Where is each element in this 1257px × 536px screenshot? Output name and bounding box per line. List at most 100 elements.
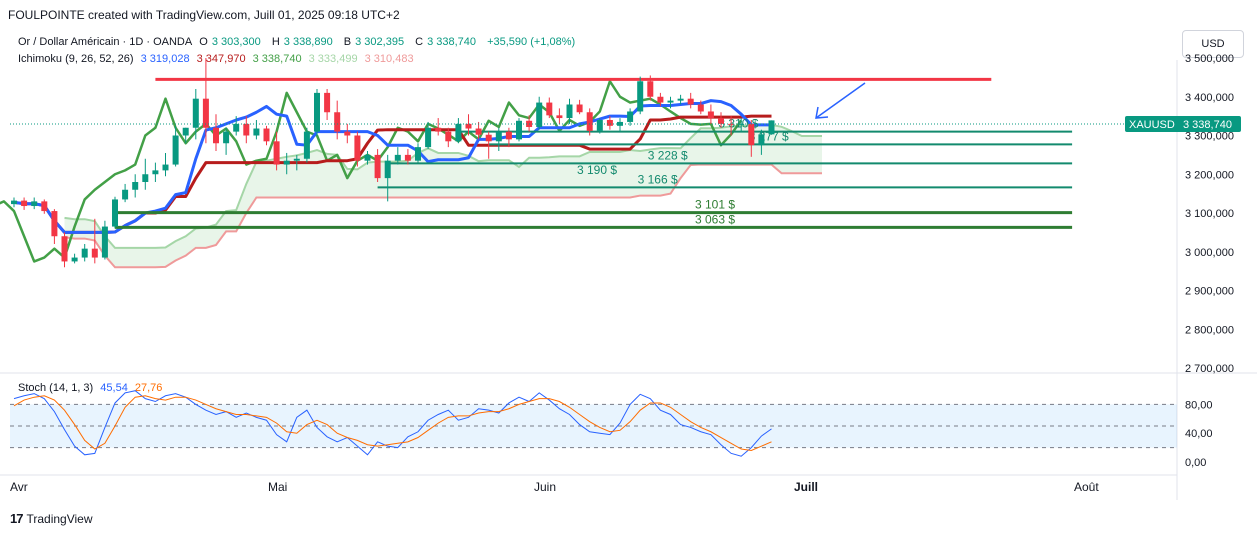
level-label: 3 228 $: [648, 148, 688, 162]
level-label: 3 166 $: [638, 172, 678, 186]
ichimoku-span-b-value: 3 310,483: [364, 53, 414, 65]
ichimoku-lines: [0, 80, 772, 263]
candle-body: [202, 98, 209, 128]
stoch-tick-label: 0,00: [1185, 457, 1206, 469]
stoch-band: [10, 404, 1177, 448]
candle-body: [273, 141, 280, 165]
symbol-title[interactable]: Or / Dollar Américain · 1D · OANDA: [18, 36, 193, 48]
ichimoku-cloud: [64, 123, 822, 269]
candle-body: [435, 127, 442, 132]
ichimoku-tenkan-value: 3 319,028: [140, 53, 190, 65]
tradingview-logo[interactable]: 17 TradingView: [10, 511, 93, 526]
candle-body: [627, 111, 634, 122]
candle-body: [657, 96, 664, 103]
price-tick-label: 2 900,000: [1185, 286, 1234, 298]
time-tick-label: Août: [1074, 480, 1099, 494]
chart-header: FOULPOINTE created with TradingView.com,…: [8, 8, 400, 22]
candle-body: [465, 123, 472, 129]
stoch-k-line: [13, 390, 772, 457]
candle-body: [404, 154, 411, 161]
candle-body: [172, 135, 179, 165]
candle-body: [374, 154, 381, 179]
candle-body: [718, 118, 724, 124]
stoch-title[interactable]: Stoch (14, 1, 3): [18, 382, 94, 394]
time-tick-label: Avr: [10, 480, 28, 494]
candle-body: [647, 81, 654, 97]
stoch-legend[interactable]: Stoch (14, 1, 3) 45,54 27,76: [18, 382, 166, 394]
candle-body: [314, 92, 320, 132]
arrow-annotation[interactable]: [815, 82, 866, 119]
price-tick-label: 2 700,000: [1185, 363, 1234, 375]
candle-body: [263, 128, 270, 142]
horizontal-levels: 3 310 $3 277 $3 228 $3 190 $3 166 $3 101…: [115, 77, 1073, 229]
level-label: 3 063 $: [695, 212, 735, 226]
candle-body: [81, 248, 88, 258]
candle-body: [667, 100, 674, 103]
stoch-k-value: 45,54: [100, 382, 128, 394]
candle-body: [213, 127, 219, 144]
candle-body: [697, 104, 704, 112]
candle-body: [455, 123, 462, 142]
candle-body: [738, 123, 745, 125]
stochastic-pane: 80,00 40,00 0,00: [10, 390, 1213, 469]
ichimoku-title[interactable]: Ichimoku (9, 26, 52, 26): [18, 53, 134, 65]
ichimoku-span-a: [64, 123, 822, 249]
candle-body: [445, 131, 452, 142]
last-price-tag: XAUUSD 3 338,740: [10, 116, 1241, 132]
candle-body: [576, 104, 583, 113]
candle-body: [31, 201, 38, 207]
candle-body: [384, 160, 391, 179]
price-tick-label: 3 500,000: [1185, 53, 1234, 65]
candle-body: [536, 102, 543, 127]
time-tick-label: Juill: [794, 480, 818, 494]
candle-body: [293, 158, 300, 161]
candle-body: [51, 211, 58, 237]
ichimoku-chikou: [0, 80, 743, 263]
candle-body: [394, 154, 401, 161]
candle-body: [182, 127, 189, 136]
candle-body: [11, 200, 17, 205]
price-tick-label: 3 300,000: [1185, 131, 1234, 143]
candle-body: [495, 131, 502, 142]
candle-body: [546, 102, 553, 116]
price-tick-label: 3 400,000: [1185, 92, 1234, 104]
candle-body: [516, 120, 522, 140]
candle-body: [687, 98, 694, 105]
candle-body: [485, 134, 492, 142]
ichimoku-legend[interactable]: Ichimoku (9, 26, 52, 26) 3 319,028 3 347…: [18, 53, 418, 65]
price-axis: 3 400,000 3 300,000 3 200,000 3 100,000 3 00…: [1185, 53, 1234, 375]
candle-body: [61, 236, 68, 262]
currency-button[interactable]: USD: [1182, 30, 1244, 58]
ichimoku-chikou-value: 3 338,740: [252, 53, 302, 65]
stoch-d-line: [13, 395, 772, 451]
candle-body: [253, 128, 260, 136]
candle-body: [556, 115, 563, 119]
candle-body: [758, 134, 765, 146]
candle-body: [192, 98, 199, 128]
ohlc-change: +35,590 (+1,08%): [487, 36, 576, 48]
price-tag-value: 3 338,740: [1183, 119, 1232, 131]
candle-body: [152, 170, 159, 175]
price-tag-symbol: XAUUSD: [1129, 119, 1175, 131]
level-label: 3 101 $: [695, 198, 735, 212]
price-tick-label: 3 000,000: [1185, 247, 1234, 259]
candle-body: [354, 135, 361, 161]
candle-body: [677, 98, 684, 101]
tradingview-mark-icon: 17: [10, 511, 24, 526]
candle-body: [415, 147, 421, 161]
candle-body: [71, 257, 78, 262]
candle-body: [566, 104, 573, 119]
candle-body: [243, 123, 250, 136]
candle-body: [324, 92, 331, 113]
time-tick-label: Juin: [534, 480, 556, 494]
candle-body: [233, 123, 240, 132]
candle-body: [768, 120, 775, 135]
price-tick-label: 3 100,000: [1185, 208, 1234, 220]
candle-body: [425, 127, 432, 148]
